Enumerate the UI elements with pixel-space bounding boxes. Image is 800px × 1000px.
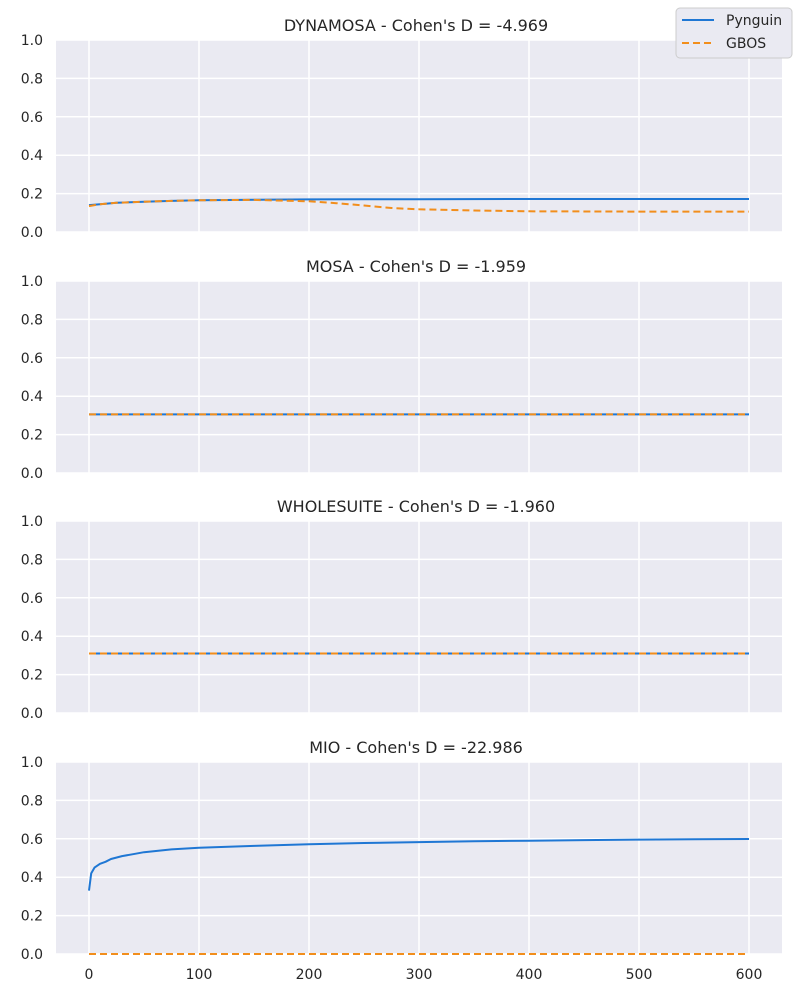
legend: Pynguin GBOS xyxy=(675,7,793,59)
y-tick-label: 0.2 xyxy=(21,187,43,203)
y-tick-label: 0.4 xyxy=(21,148,43,164)
y-tick-label: 0.4 xyxy=(21,389,43,405)
y-tick-label: 0.4 xyxy=(21,870,43,886)
subplot-4: 0.0 0.2 0.4 0.6 0.8 1.0 0 100 200 300 400 500 600 MIO… xyxy=(21,738,782,983)
legend-label-gbos: GBOS xyxy=(726,36,766,52)
y-tick-label: 0.2 xyxy=(21,428,43,444)
x-tick-label: 200 xyxy=(296,967,323,983)
y-tick-label: 0.8 xyxy=(21,552,43,568)
x-tick-label: 400 xyxy=(516,967,543,983)
y-tick-label: 0.0 xyxy=(21,947,43,963)
series-line-pynguin xyxy=(88,838,750,891)
subplot-1: 0.0 0.2 0.4 0.6 0.8 1.0 DYNAMOSA - Cohen's D =… xyxy=(21,16,782,241)
y-tick-label: 0.2 xyxy=(21,909,43,925)
x-tick-label: 300 xyxy=(406,967,433,983)
y-tick-label: 0.6 xyxy=(21,591,43,607)
y-tick-label: 1.0 xyxy=(21,33,43,49)
y-tick-label: 0.2 xyxy=(21,668,43,684)
x-tick-label: 600 xyxy=(736,967,763,983)
y-tick-label: 0.0 xyxy=(21,225,43,241)
y-tick-label: 0.8 xyxy=(21,793,43,809)
y-tick-label: 0.6 xyxy=(21,110,43,126)
y-tick-label: 0.0 xyxy=(21,466,43,482)
y-tick-label: 0.6 xyxy=(21,832,43,848)
x-tick-label: 500 xyxy=(626,967,653,983)
y-tick-label: 1.0 xyxy=(21,755,43,771)
subplot-title: DYNAMOSA - Cohen's D = -4.969 xyxy=(284,16,548,35)
subplot-title: MOSA - Cohen's D = -1.959 xyxy=(306,257,526,276)
subplot-2: 0.0 0.2 0.4 0.6 0.8 1.0 MOSA - Cohen's D = -1.… xyxy=(21,257,782,482)
series-line-gbos xyxy=(88,198,749,213)
y-tick-label: 1.0 xyxy=(21,514,43,530)
subplot-title: WHOLESUITE - Cohen's D = -1.960 xyxy=(277,497,555,516)
legend-label-pynguin: Pynguin xyxy=(726,13,782,29)
y-tick-label: 0.8 xyxy=(21,71,43,87)
x-tick-label: 0 xyxy=(85,967,94,983)
y-tick-label: 0.0 xyxy=(21,706,43,722)
x-tick-label: 100 xyxy=(186,967,213,983)
y-tick-label: 0.6 xyxy=(21,351,43,367)
y-tick-label: 0.4 xyxy=(21,629,43,645)
subplot-3: 0.0 0.2 0.4 0.6 0.8 1.0 WHOLESUITE - Cohen's D… xyxy=(21,497,782,722)
subplot-title: MIO - Cohen's D = -22.986 xyxy=(309,738,523,757)
y-tick-label: 0.8 xyxy=(21,312,43,328)
y-tick-label: 1.0 xyxy=(21,274,43,290)
